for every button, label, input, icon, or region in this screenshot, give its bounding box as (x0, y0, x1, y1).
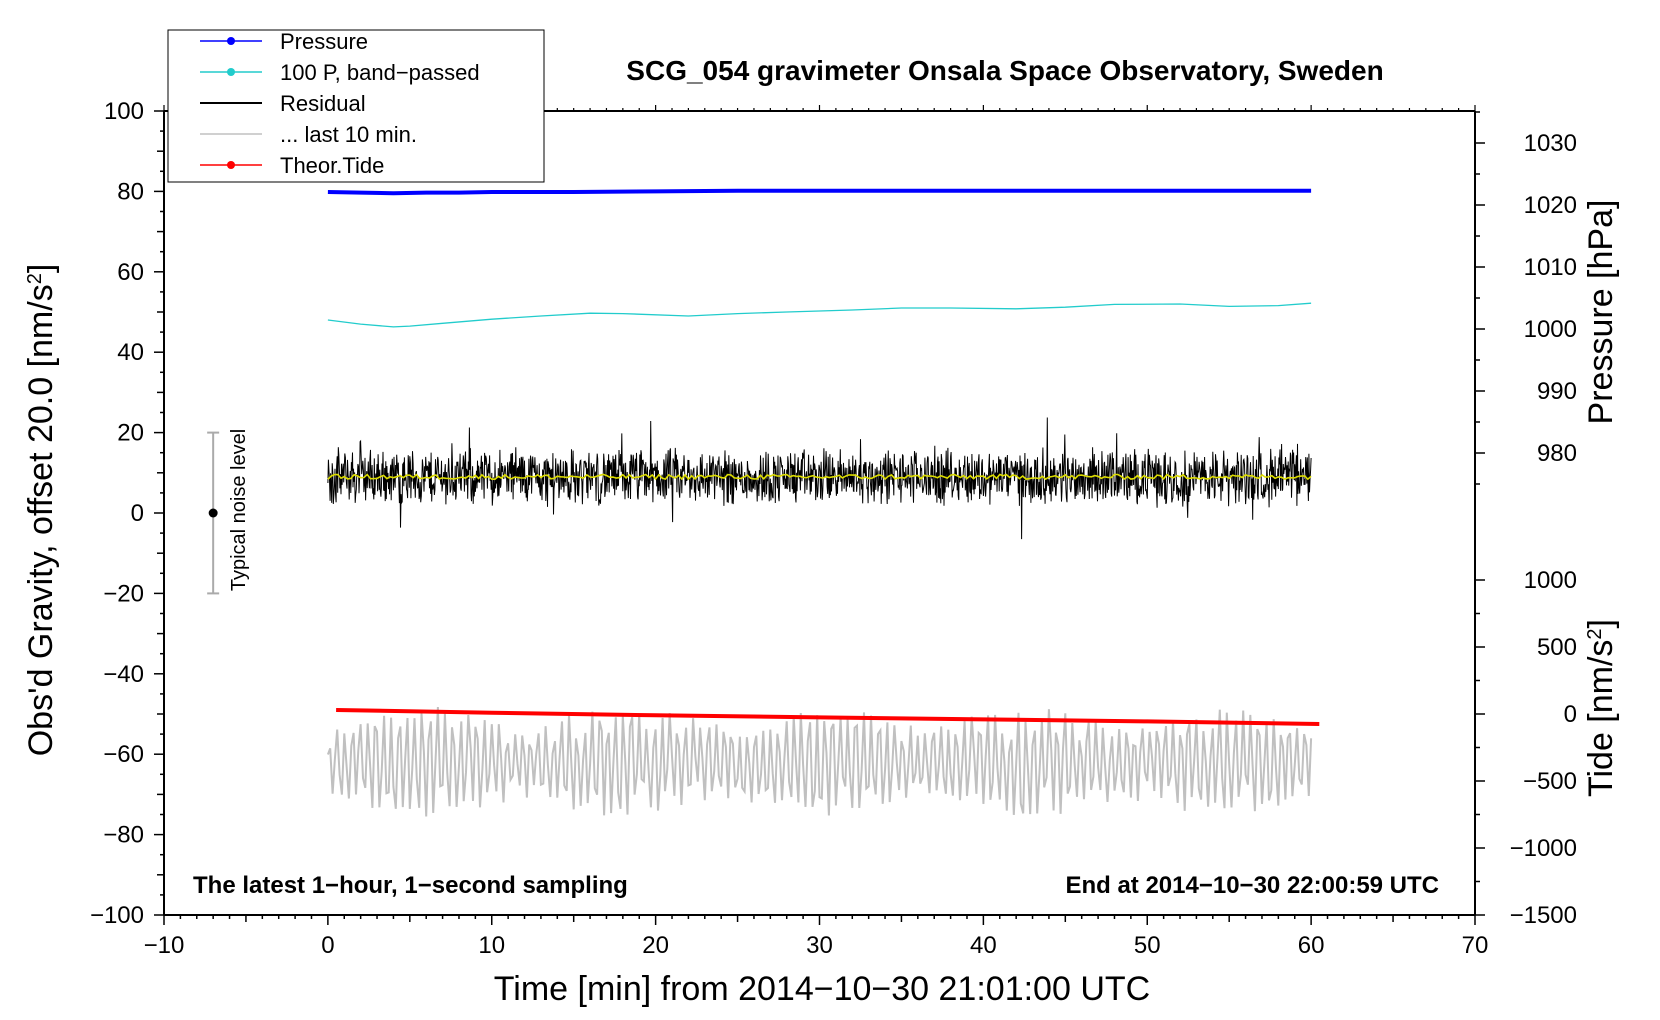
tide-tick-label: 1000 (1524, 567, 1577, 594)
series-theor-tide (336, 708, 1320, 726)
series-residual-smoothed (327, 473, 1312, 481)
y-axis-tide-title: Tide [nm/s2] (1582, 619, 1620, 797)
noise-level-label: Typical noise level (228, 429, 250, 591)
x-tick-label: 40 (970, 932, 997, 959)
tide-tick-label: −1000 (1510, 835, 1577, 862)
annotation-end-time: End at 2014−10−30 22:00:59 UTC (1065, 872, 1439, 899)
x-tick-label: 20 (642, 932, 669, 959)
legend-label: Theor.Tide (280, 153, 384, 178)
x-tick-label: 60 (1298, 932, 1325, 959)
x-tick-label: 50 (1134, 932, 1161, 959)
y-left-tick-label: 20 (117, 420, 144, 447)
tide-tick-label: 500 (1537, 634, 1577, 661)
x-tick-label: 30 (806, 932, 833, 959)
y-left-tick-label: −80 (103, 822, 144, 849)
y-left-tick-label: 80 (117, 178, 144, 205)
series-band-passed (327, 302, 1312, 328)
y-left-tick-label: 60 (117, 259, 144, 286)
y-axis-left-title: Obs'd Gravity, offset 20.0 [nm/s2] (22, 264, 60, 757)
legend-label: ... last 10 min. (280, 122, 417, 147)
x-tick-label: 70 (1462, 932, 1489, 959)
legend-marker (227, 68, 235, 76)
series-last-10-min (326, 706, 1313, 817)
y-left-tick-label: −40 (103, 661, 144, 688)
noise-bar-center (208, 508, 218, 518)
tide-tick-label: 0 (1564, 701, 1577, 728)
series-residual (327, 417, 1312, 540)
legend-label: Pressure (280, 29, 368, 54)
legend: Pressure 100 P, band−passed Residual ... la… (167, 29, 545, 183)
pressure-tick-label: 1010 (1524, 254, 1577, 281)
pressure-tick-label: 990 (1537, 378, 1577, 405)
x-tick-label: 0 (321, 932, 334, 959)
pressure-tick-label: 1020 (1524, 192, 1577, 219)
tide-tick-label: −500 (1523, 768, 1577, 795)
pressure-tick-label: 1030 (1524, 130, 1577, 157)
pressure-tick-label: 1000 (1524, 316, 1577, 343)
chart-title: SCG_054 gravimeter Onsala Space Observat… (626, 55, 1383, 86)
x-tick-label: 10 (478, 932, 505, 959)
y-left-tick-label: 0 (131, 500, 144, 527)
y-left-tick-label: 100 (104, 98, 144, 125)
legend-label: 100 P, band−passed (280, 60, 480, 85)
y-left-tick-label: −60 (103, 741, 144, 768)
legend-marker (227, 161, 235, 169)
y-axis-pressure-title: Pressure [hPa] (1582, 200, 1620, 425)
legend-label: Residual (280, 91, 366, 116)
y-left-tick-label: −100 (90, 902, 144, 929)
y-left-tick-label: −20 (103, 580, 144, 607)
axes-layer: −10 0 10 20 30 40 50 60 70−100−80−60−40−20020406… (90, 98, 1577, 959)
pressure-tick-label: 980 (1537, 440, 1577, 467)
legend-marker (227, 37, 235, 45)
y-left-tick-label: 40 (117, 339, 144, 366)
series-pressure (327, 188, 1312, 196)
legend-box (167, 29, 545, 183)
plot-layer (207, 188, 1320, 817)
annotation-sampling: The latest 1−hour, 1−second sampling (193, 872, 628, 899)
x-tick-label: −10 (144, 932, 185, 959)
tide-tick-label: −1500 (1510, 902, 1577, 929)
x-axis-title: Time [min] from 2014−10−30 21:01:00 UTC (494, 970, 1150, 1008)
